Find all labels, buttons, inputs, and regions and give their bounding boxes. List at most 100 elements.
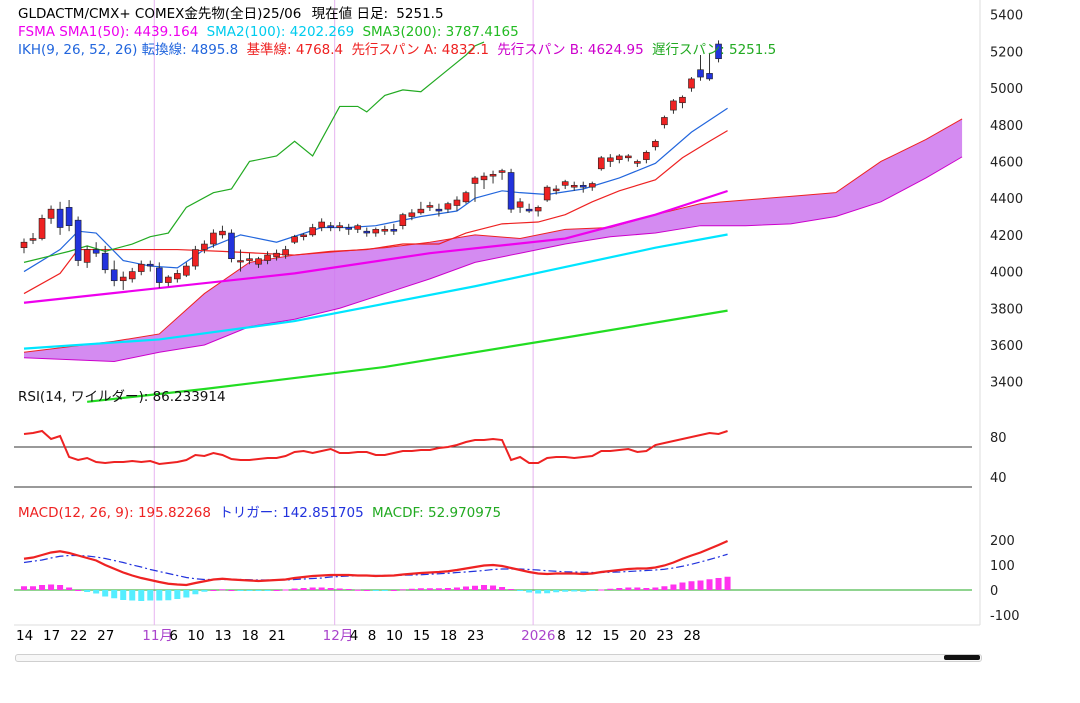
x-tick-label: 10 [187, 628, 204, 644]
chikou-line [23, 41, 485, 263]
candle-body [92, 249, 100, 254]
candle [516, 198, 524, 213]
macdf-bar [462, 586, 469, 590]
candle-body [435, 208, 443, 212]
macdf-bar [237, 590, 244, 591]
macdf-bar [363, 590, 370, 591]
macd-tick-label: 200 [990, 534, 1015, 549]
candle-body [453, 199, 461, 206]
candle-body [101, 252, 109, 271]
x-tick-label: 15 [602, 628, 619, 644]
candle [137, 260, 145, 276]
x-tick-label: 17 [43, 628, 60, 644]
candle [327, 222, 334, 232]
candle [354, 223, 362, 234]
time-scrollbar-thumb[interactable] [944, 655, 980, 660]
macdf-bar [372, 590, 379, 591]
candle [579, 181, 587, 193]
macdf-bar [183, 590, 190, 598]
candle [525, 203, 533, 213]
candle-body [462, 192, 470, 203]
macdf-bar [426, 588, 433, 590]
candle [606, 154, 614, 167]
x-tick-label: 20 [629, 628, 646, 644]
candle-body [390, 229, 398, 232]
legend-macd: MACD(12, 26, 9): 195.82268 [18, 505, 211, 521]
macdf-bar [111, 590, 118, 599]
macdf-bar [120, 590, 127, 600]
candle-body [570, 185, 578, 188]
candle-body [552, 188, 560, 192]
candle-body [444, 203, 452, 210]
macdf-bar [192, 590, 199, 595]
legend-senkou-b: 先行スパン B: 4624.95 [497, 42, 644, 58]
x-tick-label: 6 [169, 628, 178, 644]
macdf-bar [48, 584, 55, 590]
sma-legend: FSMA SMA1(50): 4439.164 SMA2(100): 4202.… [18, 24, 519, 41]
macdf-bar [282, 589, 289, 591]
candle [706, 53, 713, 81]
candle-body [688, 78, 695, 89]
macdf-bar [318, 587, 325, 590]
macdf-bar [66, 587, 73, 590]
candle-body [606, 157, 614, 162]
candle-body [363, 230, 371, 234]
candle [471, 176, 479, 202]
candle-body [588, 183, 596, 188]
candle [318, 218, 325, 232]
price-tick-label: 4800 [990, 119, 1023, 134]
price-tick-label: 4000 [990, 266, 1023, 281]
legend-sma2: SMA2(100): 4202.269 [206, 24, 355, 40]
time-scrollbar[interactable] [15, 654, 982, 662]
macdf-bar [336, 588, 343, 590]
candle-body [643, 151, 650, 160]
candle [119, 271, 127, 290]
price-tick-label: 3400 [990, 376, 1023, 391]
candle [462, 190, 470, 204]
legend-chikou: 遅行スパン: 5251.5 [651, 42, 777, 58]
candle [183, 262, 190, 278]
candle-body [417, 208, 425, 214]
candle [38, 214, 46, 241]
macdf-bar [453, 587, 460, 590]
candle-body [38, 218, 46, 239]
macdf-bar [246, 590, 253, 591]
x-tick-label: 27 [97, 628, 114, 644]
candle-body [489, 174, 497, 177]
sma2-line [23, 233, 728, 350]
candle-body [525, 208, 533, 212]
macdf-bar [553, 590, 560, 593]
candle-body [408, 212, 416, 217]
candle-body [192, 249, 199, 267]
x-tick-label: 8 [368, 628, 377, 644]
legend-tenkan: IKH(9, 26, 52, 26) 転換線: 4895.8 [18, 42, 239, 58]
candle-body [255, 258, 262, 265]
candle [165, 275, 172, 287]
candle-body [480, 175, 488, 181]
candle-body [426, 205, 434, 208]
candle [363, 227, 371, 237]
candle [625, 154, 632, 162]
macdf-bar [706, 579, 713, 590]
macd-line [23, 539, 729, 587]
candle-body [336, 225, 344, 228]
candle-body [174, 273, 181, 280]
macdf-bar [435, 588, 442, 590]
rsi-legend: RSI(14, ワイルダー): 86.233914 [18, 389, 226, 405]
legend-kijun: 基準線: 4768.4 [246, 42, 344, 58]
candle-body [543, 186, 551, 201]
candle [291, 234, 298, 245]
macdf-bar [562, 590, 569, 592]
candle-body [616, 155, 623, 160]
x-tick-label: 11月 [142, 628, 173, 644]
candle [174, 269, 181, 283]
macdf-bar [634, 587, 641, 590]
candle [56, 201, 64, 235]
candle-body [679, 96, 686, 104]
macdf-bar [228, 590, 235, 591]
macdf-bar [715, 578, 722, 590]
macdf-bar [93, 590, 100, 594]
sma3-line [87, 309, 728, 403]
macdf-bar [390, 590, 397, 591]
